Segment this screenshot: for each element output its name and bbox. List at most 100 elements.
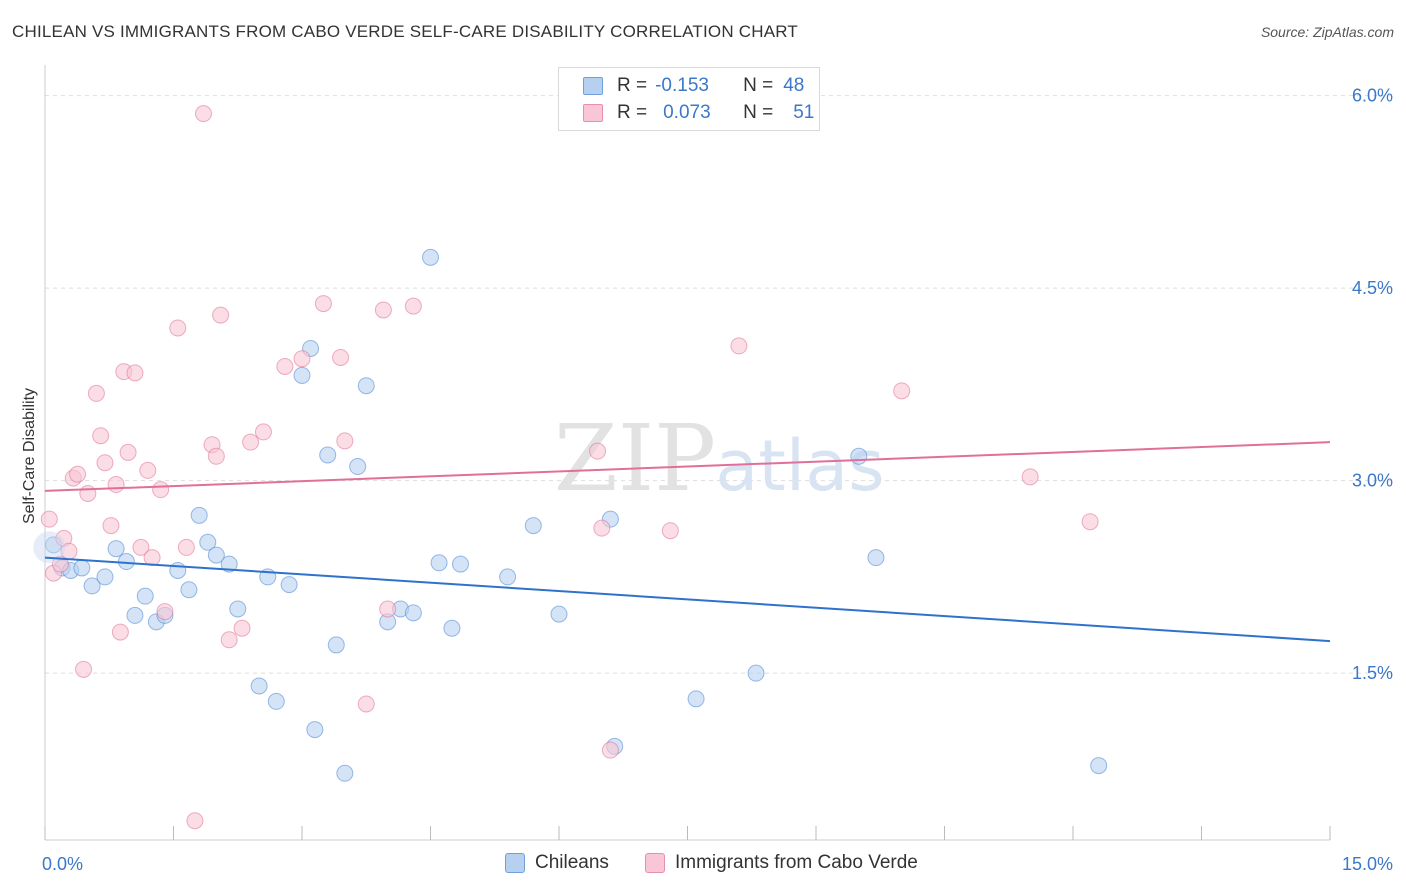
- point-cabo-verde: [293, 350, 311, 368]
- point-cabo-verde: [1021, 468, 1039, 486]
- point-cabo-verde: [177, 538, 195, 556]
- point-chileans: [499, 568, 517, 586]
- point-cabo-verde: [1081, 513, 1099, 531]
- point-cabo-verde: [152, 481, 170, 499]
- chileans-legend-swatch: [505, 853, 525, 873]
- chileans-swatch: [583, 77, 603, 95]
- axes: [44, 65, 1331, 841]
- r-value: -0.153: [655, 75, 709, 96]
- point-chileans: [550, 605, 568, 623]
- point-chileans: [524, 517, 542, 535]
- point-cabo-verde: [357, 695, 375, 713]
- n-value: 48: [783, 75, 805, 96]
- r-label: R =: [617, 75, 648, 96]
- point-cabo-verde: [233, 619, 251, 637]
- r-label: R =: [617, 102, 648, 123]
- point-cabo-verde: [79, 485, 97, 502]
- n-value: 51: [793, 102, 815, 123]
- trend-line-chileans: [44, 556, 1331, 643]
- point-cabo-verde: [96, 454, 114, 472]
- point-cabo-verde: [404, 297, 422, 315]
- point-cabo-verde: [661, 522, 679, 540]
- point-chileans: [107, 540, 125, 558]
- point-chileans: [117, 553, 135, 571]
- point-cabo-verde: [332, 348, 350, 366]
- point-chileans: [850, 447, 868, 465]
- point-cabo-verde: [374, 301, 392, 319]
- point-cabo-verde: [107, 476, 125, 494]
- y-tick-label: 1.5%: [1352, 663, 1393, 683]
- point-chileans: [267, 692, 285, 710]
- point-chileans: [207, 546, 225, 564]
- cabo-verde-legend-swatch: [645, 853, 665, 873]
- trend-lines: [44, 441, 1331, 643]
- point-chileans: [306, 721, 324, 739]
- point-chileans: [229, 600, 247, 618]
- point-cabo-verde: [143, 549, 161, 567]
- point-cabo-verde: [40, 510, 58, 528]
- n-label: N =: [743, 75, 774, 96]
- point-cabo-verde: [276, 357, 294, 375]
- watermark-zip: ZIP: [554, 405, 716, 512]
- watermark-atlas: atlas: [715, 425, 884, 507]
- point-chileans: [199, 533, 217, 551]
- point-cabo-verde: [893, 382, 911, 400]
- point-cabo-verde: [156, 603, 174, 621]
- legend-item-chileans[interactable]: Chileans: [505, 852, 609, 874]
- stats-row-chileans: R = -0.153 N = 48: [583, 74, 804, 98]
- point-cabo-verde: [75, 660, 93, 678]
- point-chileans: [136, 587, 154, 605]
- point-chileans: [443, 619, 461, 637]
- point-cabo-verde: [169, 319, 187, 337]
- point-cabo-verde: [92, 427, 110, 445]
- legend-label-chileans: Chileans: [535, 852, 609, 873]
- r-value: 0.073: [663, 102, 711, 123]
- point-chileans: [404, 604, 422, 622]
- point-cabo-verde: [212, 306, 230, 324]
- cabo-verde-swatch: [583, 104, 603, 122]
- trend-line-cabo-verde: [44, 441, 1331, 492]
- y-tick-label: 6.0%: [1352, 86, 1393, 106]
- point-cabo-verde: [126, 364, 144, 382]
- point-chileans: [327, 636, 345, 654]
- point-cabo-verde: [254, 423, 272, 441]
- grid-lines: [45, 95, 1392, 674]
- point-chileans: [126, 606, 144, 624]
- x-tick-label: 15.0%: [1342, 854, 1393, 874]
- point-chileans: [1090, 757, 1108, 775]
- point-cabo-verde: [242, 433, 260, 451]
- y-tick-label: 4.5%: [1352, 278, 1393, 298]
- point-cabo-verde: [207, 447, 225, 465]
- point-chileans: [422, 248, 439, 266]
- point-cabo-verde: [314, 295, 332, 313]
- point-cabo-verde: [593, 519, 611, 537]
- point-chileans: [357, 377, 375, 395]
- y-tick-label: 3.0%: [1352, 471, 1393, 491]
- point-cabo-verde: [336, 432, 354, 450]
- point-chileans: [430, 554, 448, 572]
- x-tick-label: 0.0%: [42, 854, 83, 874]
- point-chileans: [336, 764, 354, 782]
- legend-item-cabo-verde[interactable]: Immigrants from Cabo Verde: [645, 852, 918, 874]
- point-chileans: [319, 446, 337, 464]
- legend-label-cabo-verde: Immigrants from Cabo Verde: [675, 852, 918, 873]
- stats-legend: R = -0.153 N = 48 R = 0.073 N = 51: [558, 67, 820, 131]
- n-label: N =: [743, 102, 774, 123]
- point-chileans: [867, 549, 885, 567]
- point-cabo-verde: [589, 442, 607, 460]
- point-cabo-verde: [601, 741, 619, 759]
- point-chileans: [180, 581, 198, 599]
- point-cabo-verde: [186, 812, 204, 830]
- point-cabo-verde: [69, 465, 87, 483]
- source-label: Source: ZipAtlas.com: [1260, 24, 1394, 40]
- point-cabo-verde: [102, 517, 120, 535]
- point-chileans: [250, 677, 268, 695]
- point-cabo-verde: [139, 461, 157, 479]
- point-chileans: [349, 458, 367, 476]
- point-chileans: [190, 506, 208, 524]
- y-axis-label: Self-Care Disability: [21, 388, 38, 524]
- point-chileans: [451, 555, 469, 573]
- point-cabo-verde: [132, 538, 150, 556]
- point-chileans: [220, 555, 238, 573]
